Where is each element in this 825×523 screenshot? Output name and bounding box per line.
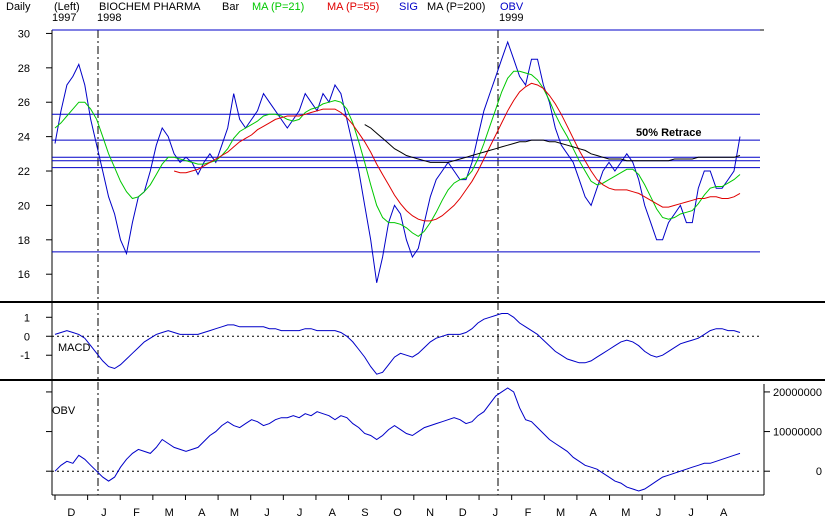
y-tick-label: 22 — [18, 166, 30, 178]
y-tick-label: 20 — [18, 200, 30, 212]
bar-legend: Bar — [222, 1, 240, 13]
y-tick-label: 0 — [24, 331, 30, 343]
ma200-legend: MA (P=200) — [427, 1, 486, 13]
macd-series — [54, 313, 741, 375]
macd-label: MACD — [58, 342, 90, 354]
y-tick-label: 26 — [18, 97, 30, 109]
x-tick-label: J — [493, 507, 499, 519]
price-line — [54, 40, 741, 283]
obv-line — [54, 387, 741, 492]
x-tick-label: F — [525, 507, 532, 519]
x-tick-label: M — [556, 507, 565, 519]
x-tick-label: D — [67, 507, 75, 519]
obv-series — [54, 387, 741, 492]
x-tick-label: J — [101, 507, 107, 519]
macd-line — [54, 313, 741, 375]
macd-axis: 1 0 -1 — [20, 312, 760, 362]
sig-legend: SIG — [399, 1, 418, 13]
x-tick-label: J — [656, 507, 662, 519]
left-axis-note: (Left) — [54, 1, 80, 13]
x-tick-label: J — [264, 507, 270, 519]
x-tick-label: J — [297, 507, 303, 519]
y-tick-label: 0 — [816, 466, 822, 478]
ma-p-200-line — [364, 124, 741, 163]
price-axis: 16 18 20 22 24 26 28 30 — [18, 28, 52, 281]
symbol-title: BIOCHEM PHARMA — [99, 1, 201, 13]
ma21-legend: MA (P=21) — [252, 1, 305, 13]
y-tick-label: 10000000 — [773, 427, 822, 439]
obv-panel-label: OBV — [52, 405, 76, 417]
period-label: Daily — [6, 1, 31, 13]
y-tick-label: 24 — [18, 132, 30, 144]
price-series — [54, 40, 741, 283]
x-tick-label: A — [720, 507, 728, 519]
year-label-next: 1998 — [97, 12, 122, 24]
panel-frames — [0, 29, 825, 496]
x-tick-label: A — [198, 507, 206, 519]
x-tick-label: D — [459, 507, 467, 519]
x-tick-label: O — [393, 507, 402, 519]
y-tick-label: 18 — [18, 235, 30, 247]
obv-axis: 20000000 10000000 0 — [46, 387, 822, 478]
y-tick-label: 16 — [18, 269, 30, 281]
x-tick-label: M — [230, 507, 239, 519]
ma-p-55-line — [173, 82, 741, 222]
y-tick-label: -1 — [20, 350, 30, 362]
x-tick-label: J — [688, 507, 694, 519]
obv-legend: OBV — [500, 1, 524, 13]
year-label-start: 1997 — [52, 12, 77, 24]
ma-p-21-line — [54, 70, 741, 238]
ma55-legend: MA (P=55) — [327, 1, 380, 13]
year-label-last: 1999 — [499, 12, 524, 24]
x-tick-label: F — [133, 507, 140, 519]
x-tick-label: S — [361, 507, 368, 519]
x-tick-label: A — [590, 507, 598, 519]
x-tick-label: N — [426, 507, 434, 519]
retrace-annotation: 50% Retrace — [636, 127, 701, 139]
y-tick-label: 1 — [24, 312, 30, 324]
y-tick-label: 20000000 — [773, 387, 822, 399]
y-tick-label: 30 — [18, 28, 30, 40]
x-tick-label: A — [329, 507, 337, 519]
x-tick-label: M — [621, 507, 630, 519]
x-tick-label: M — [165, 507, 174, 519]
y-tick-label: 28 — [18, 63, 30, 75]
